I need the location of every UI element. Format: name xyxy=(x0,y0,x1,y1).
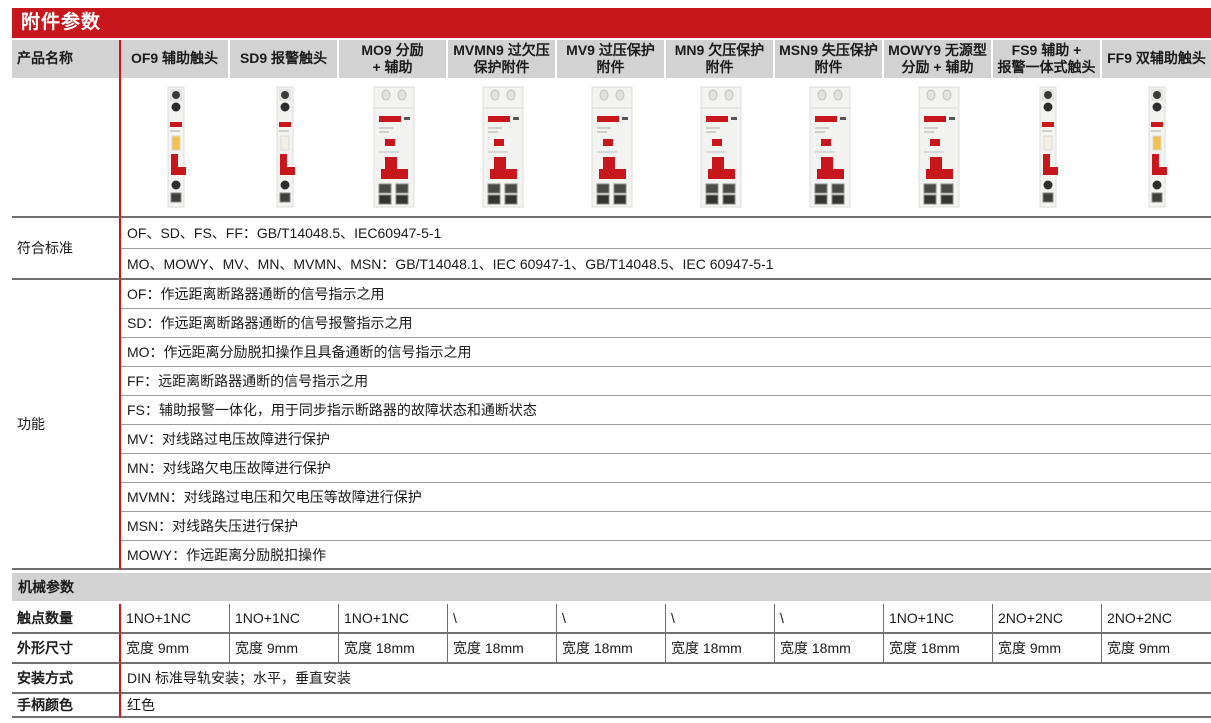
product-image xyxy=(339,78,448,218)
breaker-module-wide-icon xyxy=(918,86,959,208)
contacts-value: \ xyxy=(775,604,884,634)
contacts-row: 触点数量 1NO+1NC 1NO+1NC 1NO+1NC \ \ \ \ 1NO… xyxy=(12,604,1211,634)
function-value: MV：对线路过电压故障进行保护 xyxy=(121,425,1211,454)
contacts-value: \ xyxy=(557,604,666,634)
row-label-mounting: 安装方式 xyxy=(12,664,121,694)
mechanical-section-header: 机械参数 xyxy=(12,573,1211,601)
contacts-value: \ xyxy=(666,604,775,634)
function-value: MN：对线路欠电压故障进行保护 xyxy=(121,454,1211,483)
function-row: MO：作远距离分励脱扣操作且具备通断的信号指示之用 xyxy=(12,338,1211,367)
function-row: FF：远距离断路器通断的信号指示之用 xyxy=(12,367,1211,396)
function-row: MOWY：作远距离分励脱扣操作 xyxy=(12,541,1211,570)
product-image xyxy=(884,78,993,218)
column-header-mv9: MV9 过压保护 附件 xyxy=(557,40,666,78)
function-row: MSN：对线路失压进行保护 xyxy=(12,512,1211,541)
function-value: OF：作远距离断路器通断的信号指示之用 xyxy=(121,280,1211,309)
page-title: 附件参数 xyxy=(12,8,1211,38)
function-row: FS：辅助报警一体化，用于同步指示断路器的故障状态和通断状态 xyxy=(12,396,1211,425)
standards-row: 符合标准 OF、SD、FS、FF：GB/T14048.5、IEC60947-5-… xyxy=(12,218,1211,280)
product-image xyxy=(230,78,339,218)
breaker-module-wide-icon xyxy=(591,86,632,208)
column-header-mowy9: MOWY9 无源型 分励 + 辅助 xyxy=(884,40,993,78)
function-value: FS：辅助报警一体化，用于同步指示断路器的故障状态和通断状态 xyxy=(121,396,1211,425)
contacts-value: 1NO+1NC xyxy=(339,604,448,634)
function-value: MVMN：对线路过电压和欠电压等故障进行保护 xyxy=(121,483,1211,512)
breaker-module-narrow-icon xyxy=(1039,86,1058,208)
contacts-value: 2NO+2NC xyxy=(993,604,1102,634)
standards-value: MO、MOWY、MV、MN、MVMN、MSN：GB/T14048.1、IEC 6… xyxy=(121,249,1211,280)
standards-value: OF、SD、FS、FF：GB/T14048.5、IEC60947-5-1 xyxy=(121,218,1211,249)
row-label-contacts: 触点数量 xyxy=(12,604,121,634)
product-image xyxy=(775,78,884,218)
product-image-spacer xyxy=(12,78,121,218)
dimension-value: 宽度 9mm xyxy=(121,634,230,664)
dimension-value: 宽度 18mm xyxy=(775,634,884,664)
contacts-value: 1NO+1NC xyxy=(121,604,230,634)
breaker-module-wide-icon xyxy=(373,86,414,208)
function-row: MV：对线路过电压故障进行保护 xyxy=(12,425,1211,454)
function-row: SD：作远距离断路器通断的信号报警指示之用 xyxy=(12,309,1211,338)
column-header-mn9: MN9 欠压保护 附件 xyxy=(666,40,775,78)
dimension-value: 宽度 9mm xyxy=(230,634,339,664)
product-image xyxy=(993,78,1102,218)
column-header-sd9: SD9 报警触头 xyxy=(230,40,339,78)
breaker-module-wide-icon xyxy=(700,86,741,208)
row-label-dimensions: 外形尺寸 xyxy=(12,634,121,664)
row-label-functions: 功能 xyxy=(12,280,121,570)
function-row: MN：对线路欠电压故障进行保护 xyxy=(12,454,1211,483)
contacts-value: 1NO+1NC xyxy=(230,604,339,634)
contacts-value: 1NO+1NC xyxy=(884,604,993,634)
function-row: 功能 OF：作远距离断路器通断的信号指示之用 xyxy=(12,280,1211,570)
breaker-module-narrow-icon xyxy=(167,86,186,208)
contacts-value: \ xyxy=(448,604,557,634)
dimension-value: 宽度 18mm xyxy=(448,634,557,664)
handle-color-row: 手柄颜色 红色 xyxy=(12,694,1211,718)
product-image xyxy=(1102,78,1211,218)
column-header-mo9: MO9 分励 + 辅助 xyxy=(339,40,448,78)
column-header-of9: OF9 辅助触头 xyxy=(121,40,230,78)
product-image-row xyxy=(12,78,1211,218)
function-row: MVMN：对线路过电压和欠电压等故障进行保护 xyxy=(12,483,1211,512)
row-label-handle-color: 手柄颜色 xyxy=(12,694,121,718)
product-image xyxy=(666,78,775,218)
dimension-value: 宽度 9mm xyxy=(1102,634,1211,664)
mechanical-section-cell: 机械参数 xyxy=(12,570,1211,604)
handle-color-value: 红色 xyxy=(121,694,1211,718)
function-value: MSN：对线路失压进行保护 xyxy=(121,512,1211,541)
function-value: FF：远距离断路器通断的信号指示之用 xyxy=(121,367,1211,396)
mechanical-section-row: 机械参数 xyxy=(12,570,1211,604)
breaker-module-wide-icon xyxy=(482,86,523,208)
contacts-value: 2NO+2NC xyxy=(1102,604,1211,634)
breaker-module-wide-icon xyxy=(809,86,850,208)
column-header-product-name: 产品名称 xyxy=(12,40,121,78)
column-header-mvmn9: MVMN9 过欠压 保护附件 xyxy=(448,40,557,78)
function-value: MO：作远距离分励脱扣操作且具备通断的信号指示之用 xyxy=(121,338,1211,367)
function-value: SD：作远距离断路器通断的信号报警指示之用 xyxy=(121,309,1211,338)
accessory-spec-table: 产品名称 OF9 辅助触头 SD9 报警触头 MO9 分励 + 辅助 MVMN9… xyxy=(12,40,1211,718)
column-header-ff9: FF9 双辅助触头 xyxy=(1102,40,1211,78)
row-label-standards: 符合标准 xyxy=(12,218,121,280)
dimension-value: 宽度 18mm xyxy=(339,634,448,664)
breaker-module-narrow-icon xyxy=(276,86,295,208)
standards-row: MO、MOWY、MV、MN、MVMN、MSN：GB/T14048.1、IEC 6… xyxy=(12,249,1211,280)
product-image xyxy=(448,78,557,218)
mounting-value: DIN 标准导轨安装；水平，垂直安装 xyxy=(121,664,1211,694)
table-header-row: 产品名称 OF9 辅助触头 SD9 报警触头 MO9 分励 + 辅助 MVMN9… xyxy=(12,40,1211,78)
product-image xyxy=(121,78,230,218)
mounting-row: 安装方式 DIN 标准导轨安装；水平，垂直安装 xyxy=(12,664,1211,694)
dimension-value: 宽度 18mm xyxy=(666,634,775,664)
dimension-value: 宽度 18mm xyxy=(884,634,993,664)
dimension-value: 宽度 9mm xyxy=(993,634,1102,664)
breaker-module-narrow-icon xyxy=(1148,86,1167,208)
product-image xyxy=(557,78,666,218)
column-header-fs9: FS9 辅助 + 报警一体式触头 xyxy=(993,40,1102,78)
dimensions-row: 外形尺寸 宽度 9mm 宽度 9mm 宽度 18mm 宽度 18mm 宽度 18… xyxy=(12,634,1211,664)
function-value: MOWY：作远距离分励脱扣操作 xyxy=(121,541,1211,570)
column-header-msn9: MSN9 失压保护 附件 xyxy=(775,40,884,78)
dimension-value: 宽度 18mm xyxy=(557,634,666,664)
